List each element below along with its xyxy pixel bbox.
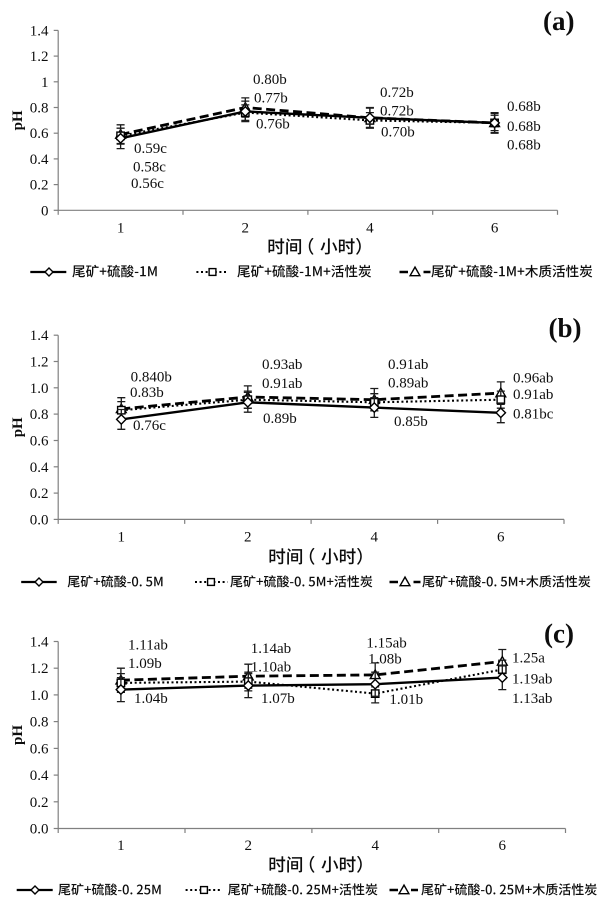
- svg-text:0.6: 0.6: [30, 741, 49, 757]
- svg-text:6: 6: [499, 838, 507, 854]
- svg-text:0.68b: 0.68b: [507, 138, 541, 154]
- svg-text:4: 4: [371, 529, 379, 545]
- svg-text:0.72b: 0.72b: [380, 85, 414, 101]
- svg-text:0.76c: 0.76c: [133, 418, 166, 434]
- svg-text:0.68b: 0.68b: [507, 99, 541, 115]
- svg-text:0.8: 0.8: [30, 407, 49, 423]
- svg-text:0.89ab: 0.89ab: [388, 376, 428, 392]
- svg-text:2: 2: [242, 220, 250, 236]
- svg-text:1.4: 1.4: [30, 635, 49, 651]
- svg-text:0.2: 0.2: [30, 486, 49, 502]
- svg-text:0.6: 0.6: [30, 126, 49, 142]
- svg-text:0.4: 0.4: [30, 152, 49, 168]
- svg-text:1: 1: [41, 75, 49, 91]
- svg-text:1.14ab: 1.14ab: [251, 641, 291, 657]
- svg-text:0.77b: 0.77b: [254, 90, 288, 106]
- svg-text:1.2: 1.2: [30, 49, 49, 65]
- svg-text:pH: pH: [10, 725, 26, 745]
- svg-text:pH: pH: [10, 417, 26, 437]
- svg-text:1.4: 1.4: [30, 23, 49, 39]
- svg-text:0.89b: 0.89b: [263, 411, 297, 427]
- svg-text:0.2: 0.2: [30, 178, 49, 194]
- svg-text:0.72b: 0.72b: [380, 103, 414, 119]
- svg-text:1: 1: [118, 529, 126, 545]
- svg-text:1.01b: 1.01b: [389, 692, 423, 708]
- svg-text:1.25a: 1.25a: [512, 651, 545, 667]
- svg-text:4: 4: [371, 838, 379, 854]
- svg-text:pH: pH: [10, 110, 26, 130]
- svg-text:0.80b: 0.80b: [253, 72, 287, 88]
- svg-text:1.04b: 1.04b: [134, 691, 168, 707]
- svg-text:0.91ab: 0.91ab: [513, 387, 553, 403]
- svg-text:1.15ab: 1.15ab: [366, 636, 406, 652]
- svg-text:0.8: 0.8: [30, 715, 49, 731]
- svg-text:0.70b: 0.70b: [381, 125, 415, 141]
- svg-text:1.11ab: 1.11ab: [128, 637, 168, 653]
- svg-text:1.09b: 1.09b: [128, 656, 162, 672]
- svg-text:0.840b: 0.840b: [131, 369, 172, 385]
- svg-text:0.58c: 0.58c: [133, 159, 166, 175]
- svg-text:6: 6: [497, 529, 505, 545]
- svg-text:4: 4: [366, 220, 374, 236]
- svg-text:0.91ab: 0.91ab: [388, 357, 428, 373]
- svg-text:1.07b: 1.07b: [261, 691, 295, 707]
- svg-text:0.91ab: 0.91ab: [262, 376, 302, 392]
- svg-text:6: 6: [491, 220, 499, 236]
- svg-text:0.83b: 0.83b: [130, 385, 164, 401]
- svg-text:(c): (c): [544, 619, 574, 649]
- svg-text:1.13ab: 1.13ab: [512, 691, 552, 707]
- svg-text:0.96ab: 0.96ab: [513, 371, 553, 387]
- svg-text:1.2: 1.2: [30, 661, 49, 677]
- svg-text:1: 1: [117, 838, 125, 854]
- svg-text:0: 0: [41, 203, 49, 219]
- svg-text:0.56c: 0.56c: [131, 176, 164, 192]
- svg-text:0.4: 0.4: [30, 768, 49, 784]
- svg-text:0.6: 0.6: [30, 434, 49, 450]
- svg-text:0.85b: 0.85b: [394, 414, 428, 430]
- svg-text:0.0: 0.0: [30, 822, 49, 838]
- svg-text:1.2: 1.2: [30, 355, 49, 371]
- svg-text:0.81bc: 0.81bc: [513, 407, 554, 423]
- svg-text:(a): (a): [543, 6, 574, 36]
- svg-text:1.4: 1.4: [30, 328, 49, 344]
- svg-text:1: 1: [117, 220, 125, 236]
- svg-text:(b): (b): [549, 313, 582, 343]
- svg-text:1.10ab: 1.10ab: [251, 659, 291, 675]
- svg-text:0.68b: 0.68b: [507, 119, 541, 135]
- svg-text:0.2: 0.2: [30, 795, 49, 811]
- svg-text:0.0: 0.0: [30, 512, 49, 528]
- svg-text:1.08b: 1.08b: [368, 652, 402, 668]
- svg-text:0.8: 0.8: [30, 101, 49, 117]
- svg-text:0.93ab: 0.93ab: [262, 357, 302, 373]
- svg-text:2: 2: [245, 838, 253, 854]
- svg-text:0.4: 0.4: [30, 460, 49, 476]
- svg-text:1.19ab: 1.19ab: [512, 672, 552, 688]
- svg-text:0.76b: 0.76b: [256, 117, 290, 133]
- svg-text:1.0: 1.0: [30, 688, 49, 704]
- svg-text:2: 2: [244, 529, 252, 545]
- svg-text:0.59c: 0.59c: [134, 141, 167, 157]
- svg-text:1.0: 1.0: [30, 381, 49, 397]
